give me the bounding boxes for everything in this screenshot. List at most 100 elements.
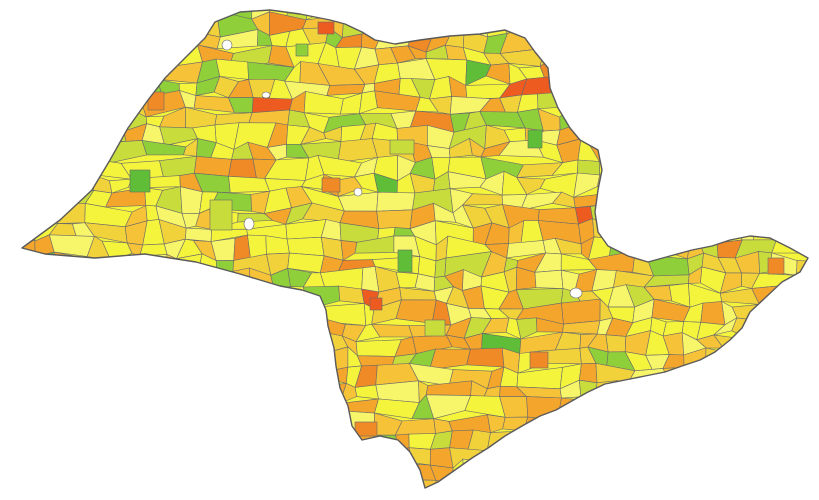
municipality-668 <box>806 266 808 291</box>
municipality-1056 <box>533 445 563 468</box>
municipality-966 <box>22 414 55 430</box>
municipality-292 <box>684 115 702 127</box>
municipality-1119 <box>281 476 312 488</box>
municipality-827 <box>288 351 305 374</box>
municipality-154 <box>749 48 796 70</box>
municipality-467 <box>376 191 416 212</box>
municipality-1091 <box>520 466 546 485</box>
municipality-294 <box>719 113 742 126</box>
no-data-area-4 <box>569 287 583 299</box>
municipality-1171 <box>536 496 579 500</box>
municipality-84 <box>84 27 110 54</box>
municipality-1110 <box>72 482 95 488</box>
municipality-997 <box>809 417 819 430</box>
municipality-828 <box>300 352 328 374</box>
municipality-highlight-0 <box>317 21 335 35</box>
municipality-753 <box>265 316 289 342</box>
municipality-600 <box>110 255 148 278</box>
municipality-46 <box>106 19 129 32</box>
municipality-1006 <box>191 433 221 446</box>
municipality-86 <box>120 30 148 54</box>
municipality-1179 <box>697 493 721 500</box>
municipality-1113 <box>121 479 162 488</box>
municipality-409 <box>805 160 808 182</box>
no-data-areas <box>221 39 583 299</box>
municipality-969 <box>121 416 144 434</box>
municipality-855 <box>38 368 53 386</box>
municipality-181 <box>587 65 611 78</box>
municipality-1090 <box>500 463 528 486</box>
municipality-1173 <box>593 493 612 500</box>
municipality-305 <box>85 130 127 142</box>
municipality-1037 <box>56 445 79 469</box>
municipality-370 <box>662 144 706 163</box>
municipality-964 <box>809 399 819 418</box>
municipality-868 <box>304 372 326 388</box>
municipality-146 <box>551 43 576 70</box>
municipality-1122 <box>340 476 367 488</box>
municipality-439 <box>606 170 654 194</box>
municipality-193 <box>810 61 819 82</box>
municipality-183 <box>623 58 653 81</box>
municipality-936 <box>106 397 123 422</box>
municipality-120 <box>22 42 23 66</box>
municipality-1066 <box>790 445 808 467</box>
municipality-261 <box>719 90 757 115</box>
municipality-1125 <box>391 479 437 488</box>
municipality-706 <box>50 299 77 324</box>
municipality-777 <box>778 316 797 341</box>
municipality-1145 <box>0 494 16 500</box>
municipality-highlight-3 <box>369 297 383 311</box>
municipality-19 <box>356 10 384 19</box>
municipality-149 <box>609 47 629 68</box>
municipality-745 <box>120 319 141 336</box>
municipality-highlight-2 <box>321 177 341 193</box>
municipality-66 <box>556 16 582 34</box>
municipality-402 <box>645 157 664 174</box>
municipality-815 <box>22 349 43 374</box>
municipality-746 <box>138 315 165 337</box>
municipality-226 <box>685 74 708 101</box>
municipality-24 <box>447 10 472 18</box>
municipality-413 <box>29 176 60 191</box>
municipality-342 <box>30 140 57 162</box>
municipality-1094 <box>579 467 617 486</box>
municipality-293 <box>696 113 727 126</box>
municipality-1031 <box>732 428 775 452</box>
municipality-1067 <box>807 449 808 468</box>
municipality-304 <box>65 131 91 145</box>
municipality-31 <box>607 10 636 16</box>
municipality-1139 <box>716 477 743 488</box>
municipality-225 <box>652 76 690 98</box>
municipality-1155 <box>196 493 214 500</box>
municipality-1041 <box>156 442 200 463</box>
municipality-220 <box>554 75 573 101</box>
municipality-1002 <box>53 427 94 446</box>
municipality-963 <box>786 402 808 419</box>
municipality-1081 <box>281 463 312 485</box>
municipality-1182 <box>756 491 780 500</box>
municipality-976 <box>293 415 311 437</box>
municipality-1062 <box>688 450 721 469</box>
municipality-787 <box>194 330 217 351</box>
municipality-160 <box>72 58 113 82</box>
municipality-301 <box>22 122 39 146</box>
municipality-1054 <box>486 444 528 468</box>
municipality-8 <box>158 10 182 18</box>
municipality-222 <box>596 75 615 102</box>
municipality-1108 <box>29 482 51 488</box>
municipality-637 <box>146 266 166 288</box>
municipality-821 <box>166 349 185 369</box>
municipality-48 <box>144 10 162 37</box>
municipality-521 <box>22 221 24 239</box>
municipality-43 <box>47 14 76 37</box>
municipality-71 <box>686 17 709 38</box>
municipality-10 <box>198 10 218 13</box>
municipality-331 <box>649 123 673 146</box>
municipality-highlight-5 <box>529 351 549 369</box>
municipality-151 <box>663 42 690 70</box>
municipality-478 <box>678 192 709 209</box>
municipality-1000 <box>22 428 39 449</box>
municipality-57 <box>382 12 393 31</box>
